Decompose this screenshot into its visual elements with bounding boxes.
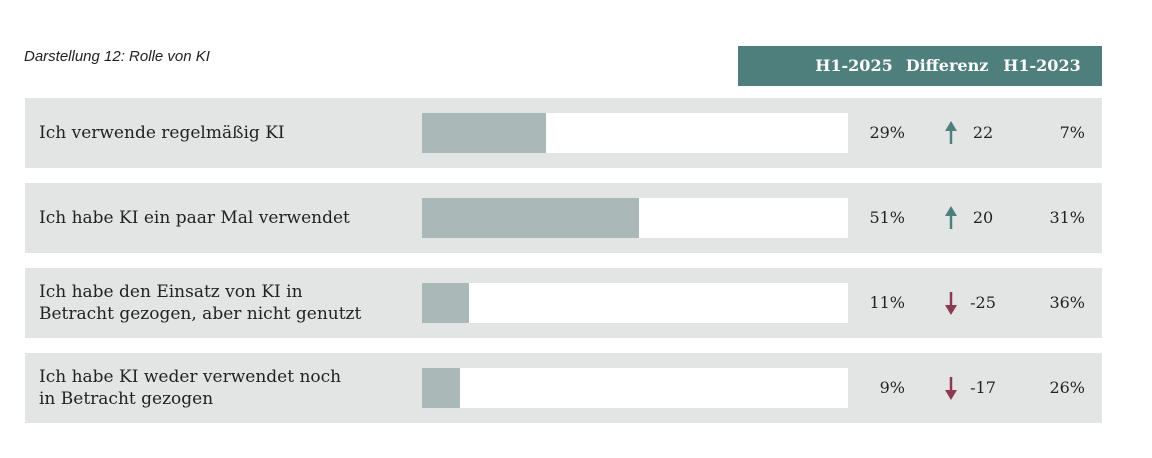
previous-value-label: 31% bbox=[1049, 208, 1085, 227]
previous-value-label: 36% bbox=[1049, 293, 1085, 312]
row: Ich habe den Einsatz von KI in Betracht … bbox=[25, 268, 1102, 338]
arrow-down bbox=[945, 292, 957, 315]
difference-label: -25 bbox=[970, 293, 996, 312]
previous-value-label: 26% bbox=[1049, 378, 1085, 397]
previous-value-label: 7% bbox=[1059, 123, 1085, 142]
row: Ich habe KI weder verwendet noch in Betr… bbox=[25, 353, 1102, 423]
column-header: H1-2025 Differenz H1-2023 bbox=[738, 46, 1102, 86]
value-label: 51% bbox=[869, 208, 905, 227]
arrow-up bbox=[945, 121, 957, 144]
difference-label: 20 bbox=[972, 208, 994, 227]
category-label: Ich habe den Einsatz von KI in Betracht … bbox=[39, 282, 362, 324]
bar-track bbox=[422, 368, 848, 408]
difference-label: -17 bbox=[970, 378, 996, 397]
difference-label: 22 bbox=[972, 123, 994, 142]
arrow-down bbox=[945, 377, 957, 400]
column-header-label: H1-2023 bbox=[1003, 56, 1081, 75]
category-label: Ich verwende regelmäßig KI bbox=[39, 123, 285, 143]
value-label: 29% bbox=[869, 123, 905, 142]
category-label: Ich habe KI weder verwendet noch in Betr… bbox=[39, 367, 342, 409]
bar-track bbox=[422, 113, 848, 153]
bar bbox=[422, 368, 461, 408]
row: Ich habe KI ein paar Mal verwendet 51% 20 3… bbox=[25, 183, 1102, 253]
bar bbox=[422, 283, 469, 323]
bar bbox=[422, 198, 640, 238]
value-label: 9% bbox=[879, 378, 905, 397]
column-header-label: H1-2025 bbox=[815, 56, 893, 75]
bar-track bbox=[422, 198, 848, 238]
bar-track bbox=[422, 283, 848, 323]
column-header-label: Differenz bbox=[905, 56, 989, 75]
chart-title: Darstellung 12: Rolle von KI bbox=[24, 48, 210, 65]
bar bbox=[422, 113, 546, 153]
row: Ich verwende regelmäßig KI 29% 22 7% bbox=[25, 98, 1102, 168]
value-label: 11% bbox=[869, 293, 905, 312]
arrow-up bbox=[945, 206, 957, 229]
category-label: Ich habe KI ein paar Mal verwendet bbox=[39, 208, 350, 228]
